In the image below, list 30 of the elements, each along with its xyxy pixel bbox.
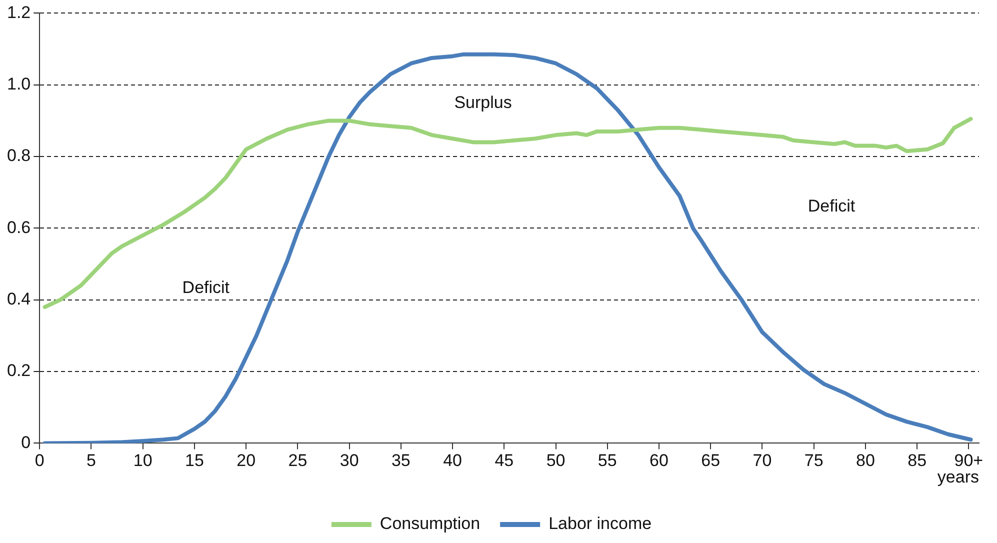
x-tick-label: 10 <box>133 451 152 470</box>
y-tick-label: 0.6 <box>6 218 31 237</box>
x-tick-label: 85 <box>908 451 927 470</box>
y-tick-label: 1.0 <box>6 74 31 94</box>
annotation: Surplus <box>454 93 512 112</box>
x-tick-label: 65 <box>701 451 720 470</box>
x-tick-label: 60 <box>650 451 668 470</box>
x-tick-label: 35 <box>391 451 410 470</box>
legend-label: Labor income <box>548 514 652 534</box>
annotation: Deficit <box>808 196 856 216</box>
x-tick-label: 0 <box>34 451 44 470</box>
x-tick-label: 50 <box>546 451 566 470</box>
x-tick-label: 20 <box>236 451 256 470</box>
x-tick-label: 5 <box>86 451 96 470</box>
x-tick-label: 55 <box>598 451 617 470</box>
y-tick-label: 1.2 <box>6 2 31 22</box>
x-tick-label: 40 <box>443 451 462 470</box>
y-tick-label: 0.8 <box>6 146 31 166</box>
y-tick-label: 0.2 <box>6 361 31 380</box>
x-tick-label: 15 <box>185 451 204 470</box>
x-tick-label: 30 <box>340 451 359 470</box>
y-tick-label: 0 <box>21 432 31 452</box>
x-tick-label: 45 <box>494 451 514 470</box>
annotation: Deficit <box>182 278 230 298</box>
legend-label: Consumption <box>380 514 480 534</box>
x-tick-label: 80 <box>856 451 875 470</box>
y-tick-label: 0.4 <box>6 290 31 309</box>
x-tick-label: 75 <box>804 451 824 470</box>
x-tick-label: 70 <box>752 451 772 470</box>
x-tick-label: 25 <box>288 451 308 470</box>
